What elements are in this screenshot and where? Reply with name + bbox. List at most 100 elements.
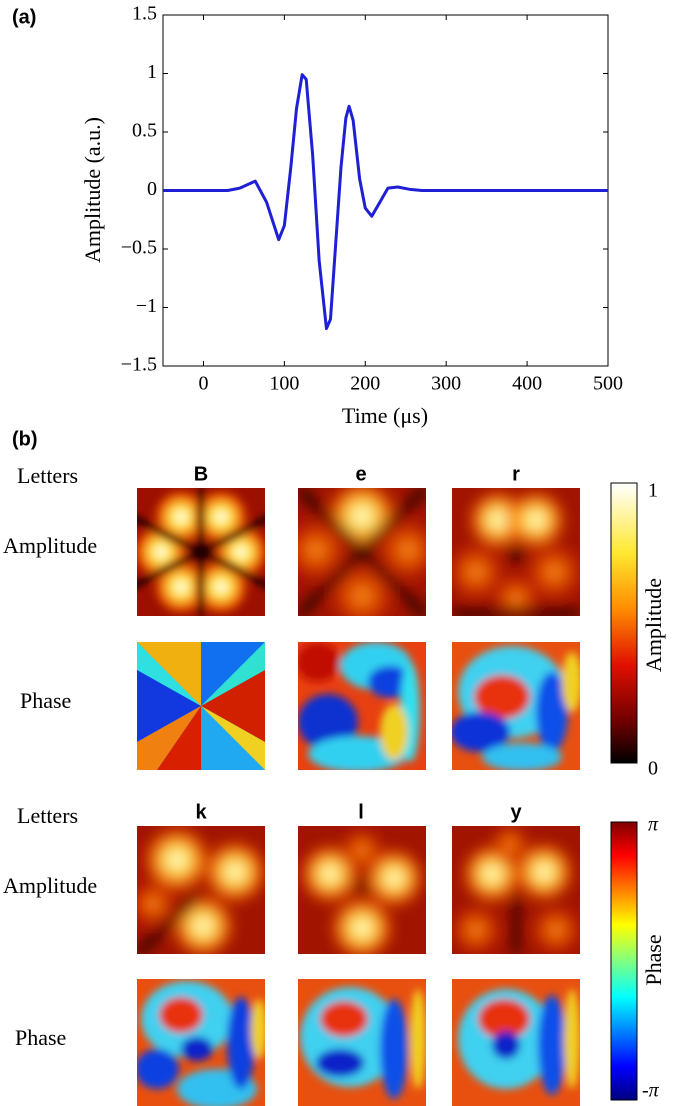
amplitude-map <box>298 488 426 616</box>
y-axis-label: Amplitude (a.u.) <box>80 117 105 263</box>
y-tick-label: −1.5 <box>121 354 157 376</box>
phase-map <box>298 979 426 1106</box>
map-shading <box>298 488 426 616</box>
dark-spot <box>355 879 369 893</box>
patch <box>368 666 412 698</box>
patch <box>298 642 340 682</box>
phase-map <box>452 642 580 770</box>
amplitude-map <box>452 826 580 954</box>
sector <box>201 670 265 742</box>
nodal-lines <box>298 488 426 616</box>
patch <box>452 712 510 752</box>
phase-map <box>137 979 265 1106</box>
amplitude-map <box>137 488 265 616</box>
row-label: Phase <box>20 688 71 713</box>
blob <box>504 488 568 552</box>
blob <box>141 826 213 896</box>
sector <box>201 706 265 770</box>
patch <box>410 989 426 1089</box>
map-shading <box>300 987 426 1099</box>
sector <box>201 642 265 706</box>
x-tick-label: 200 <box>350 373 380 395</box>
panel-label: (a) <box>12 6 36 28</box>
dark-spot <box>508 546 524 562</box>
patch <box>298 694 358 750</box>
colorbar-max: π <box>648 814 659 836</box>
colorbar-max: 1 <box>648 480 658 502</box>
y-tick-label: 0.5 <box>132 120 157 142</box>
colorbar-min: -π <box>642 1080 660 1102</box>
patch <box>137 1049 179 1089</box>
patch <box>227 997 255 1089</box>
blob <box>528 902 580 954</box>
map-shading <box>458 989 580 1095</box>
x-tick-label: 400 <box>512 373 542 395</box>
patch <box>562 652 580 712</box>
x-tick-label: 500 <box>593 373 623 395</box>
nodal-lines <box>137 488 265 616</box>
map-shading <box>137 488 265 616</box>
y-tick-label: 1 <box>147 61 157 83</box>
phase-map <box>452 979 580 1106</box>
patch <box>181 1037 213 1061</box>
letter-title: r <box>512 463 520 485</box>
letter-title: l <box>358 801 364 823</box>
y-tick-label: 1.5 <box>132 3 157 25</box>
blob <box>374 516 426 584</box>
map-shading <box>137 826 265 954</box>
sector <box>137 642 201 706</box>
nodal-line <box>137 516 265 588</box>
sector <box>137 670 201 742</box>
patch <box>380 704 408 760</box>
map-shading <box>137 981 265 1106</box>
patch <box>492 1031 520 1059</box>
phase-map <box>137 642 265 770</box>
x-tick-label: 300 <box>431 373 461 395</box>
amplitude-map <box>298 826 426 954</box>
plot-area: 0 100 200 300 400 500 −1.5 −1 −0.5 0 0.5 1 1.5 <box>121 3 623 395</box>
x-tick-label: 0 <box>198 373 208 395</box>
patch <box>482 743 562 770</box>
letter-title: k <box>195 801 207 823</box>
sector <box>157 706 201 770</box>
phase-map <box>298 642 426 770</box>
patch <box>536 672 568 752</box>
patch <box>251 999 265 1059</box>
row-label: Amplitude <box>3 533 97 558</box>
data-line <box>163 73 608 331</box>
row-label: Letters <box>17 463 78 488</box>
dark-edge <box>452 608 580 616</box>
patch <box>474 675 530 719</box>
patch <box>478 999 530 1039</box>
patch <box>316 1049 364 1077</box>
row-label: Phase <box>15 1025 66 1050</box>
map-shading <box>452 488 580 616</box>
blob <box>452 902 504 954</box>
nodal-line <box>298 488 426 616</box>
blob <box>338 826 386 874</box>
blob <box>328 894 396 954</box>
patch <box>320 1001 368 1037</box>
nodal-line <box>137 893 200 954</box>
x-tick-label: 100 <box>269 373 299 395</box>
map-shading <box>452 646 580 770</box>
x-axis-label: Time (μs) <box>342 403 428 428</box>
colorbar-label: Amplitude <box>641 578 666 672</box>
patch <box>380 999 408 1099</box>
letter-title: e <box>355 463 366 485</box>
letter-title: y <box>510 801 522 823</box>
sector <box>137 706 201 770</box>
letter-title: B <box>194 463 208 485</box>
blob <box>201 838 265 906</box>
panel-label: (b) <box>12 428 38 450</box>
phase-colorbar <box>610 821 638 1101</box>
map-shading <box>298 642 420 770</box>
blob <box>298 516 350 584</box>
blob <box>169 892 237 954</box>
colorbar-label: Phase <box>641 934 666 985</box>
blob <box>488 826 532 866</box>
map-shading <box>452 826 580 954</box>
amplitude-map <box>137 826 265 954</box>
